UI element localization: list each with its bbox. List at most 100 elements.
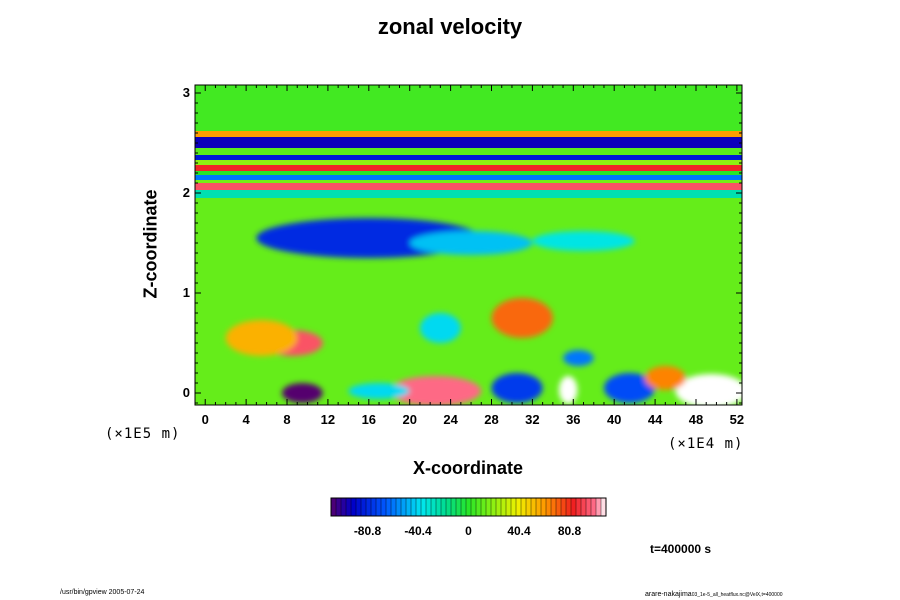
velocity-feature xyxy=(281,383,323,403)
colorbar-cell xyxy=(556,498,562,516)
colorbar-cell xyxy=(431,498,437,516)
colorbar-cell xyxy=(381,498,387,516)
velocity-feature xyxy=(348,383,410,399)
x-tick-label: 16 xyxy=(361,412,377,427)
colorbar-cell xyxy=(346,498,352,516)
colorbar-cell xyxy=(486,498,492,516)
colorbar-cell xyxy=(356,498,362,516)
velocity-band xyxy=(195,160,742,165)
colorbar-cell xyxy=(586,498,592,516)
colorbar-cell xyxy=(336,498,342,516)
colorbar xyxy=(330,497,607,517)
velocity-feature xyxy=(389,376,482,405)
colorbar-cell xyxy=(501,498,507,516)
timestamp-label: t=400000 s xyxy=(650,542,712,556)
axis-ticks xyxy=(194,85,742,405)
velocity-bands xyxy=(195,85,742,198)
colorbar-cell xyxy=(511,498,517,516)
colorbar-cell xyxy=(601,498,607,516)
y-tick-label: 3 xyxy=(182,85,190,100)
colorbar-cell xyxy=(441,498,447,516)
colorbar-cell xyxy=(451,498,457,516)
colorbar-frame xyxy=(330,497,607,517)
colorbar-cell xyxy=(401,498,407,516)
velocity-feature xyxy=(603,373,656,403)
x-tick-label: 4 xyxy=(242,412,250,427)
x-tick-label: 52 xyxy=(729,412,745,427)
colorbar-cell xyxy=(416,498,422,516)
colorbar-cell xyxy=(386,498,392,516)
colorbar-cell xyxy=(371,498,377,516)
x-tick-label: 24 xyxy=(443,412,458,427)
y-tick-label: 0 xyxy=(182,385,190,400)
colorbar-cell xyxy=(561,498,567,516)
velocity-feature xyxy=(409,231,533,255)
footer-source: arare-nakajima03_1e-5_all_heatflux.nc@Ve… xyxy=(645,591,783,598)
colorbar-cell xyxy=(496,498,502,516)
plot-area xyxy=(195,85,742,405)
colorbar-cell xyxy=(456,498,462,516)
plot-frame xyxy=(194,84,743,406)
x-tick-label: 28 xyxy=(484,412,499,427)
colorbar-cell xyxy=(406,498,412,516)
colorbar-cell xyxy=(541,498,547,516)
x-tick-label: 40 xyxy=(606,412,622,427)
velocity-band xyxy=(195,183,742,190)
footer-source-file: 03_1e-5_all_heatflux.nc@VelX,t=400000 xyxy=(691,592,783,598)
colorbar-cell xyxy=(436,498,442,516)
colorbar-cell xyxy=(476,498,482,516)
velocity-feature xyxy=(419,313,461,343)
footer-source-main: arare-nakajima xyxy=(645,591,692,598)
colorbar-cell xyxy=(576,498,582,516)
velocity-features xyxy=(225,218,742,405)
colorbar-cell xyxy=(366,498,372,516)
x-tick-label: 8 xyxy=(283,412,291,427)
colorbar-cell xyxy=(361,498,367,516)
colorbar-cell xyxy=(526,498,532,516)
x-tick-label: 32 xyxy=(525,412,540,427)
colorbar-cell xyxy=(426,498,432,516)
colorbar-cell xyxy=(516,498,522,516)
velocity-band xyxy=(195,175,742,180)
x-tick-label: 36 xyxy=(566,412,581,427)
velocity-feature xyxy=(563,350,594,366)
colorbar-cell xyxy=(536,498,542,516)
colorbar-cell xyxy=(376,498,382,516)
x-tick-label: 48 xyxy=(688,412,704,427)
colorbar-cell xyxy=(331,498,337,516)
x-tick-label: 0 xyxy=(201,412,209,427)
colorbar-cell xyxy=(471,498,477,516)
velocity-band xyxy=(195,137,742,148)
velocity-feature xyxy=(644,366,686,390)
colorbar-cell xyxy=(551,498,557,516)
footer-program: /usr/bin/gpview 2005-07-24 xyxy=(60,589,145,596)
velocity-band xyxy=(195,148,742,155)
velocity-feature xyxy=(558,376,578,404)
colorbar-cell xyxy=(521,498,527,516)
colorbar-cell xyxy=(546,498,552,516)
velocity-feature xyxy=(491,373,543,403)
colorbar-cell xyxy=(506,498,512,516)
x-tick-label: 12 xyxy=(320,412,336,427)
colorbar-cell xyxy=(481,498,487,516)
velocity-band xyxy=(195,190,742,198)
x-axis-label: X-coordinate xyxy=(412,458,523,478)
colorbar-cell xyxy=(571,498,577,516)
velocity-band xyxy=(195,131,742,137)
velocity-band xyxy=(195,165,742,171)
colorbar-tick-label: -80.8 xyxy=(353,524,382,538)
colorbar-cell xyxy=(421,498,427,516)
colorbar-cell xyxy=(341,498,347,516)
velocity-feature xyxy=(675,374,742,405)
colorbar-tick-label: -40.4 xyxy=(404,524,432,538)
velocity-band xyxy=(195,171,742,175)
y-axis-unit: (×1E5 m) xyxy=(105,426,181,442)
x-tick-label: 44 xyxy=(647,412,663,427)
colorbar-cell xyxy=(491,498,497,516)
colorbar-cell xyxy=(591,498,597,516)
colorbar-cell xyxy=(461,498,467,516)
x-axis-unit: (×1E4 m) xyxy=(668,436,744,452)
y-tick-label: 2 xyxy=(182,185,190,200)
colorbar-tick-label: 0 xyxy=(465,524,472,538)
